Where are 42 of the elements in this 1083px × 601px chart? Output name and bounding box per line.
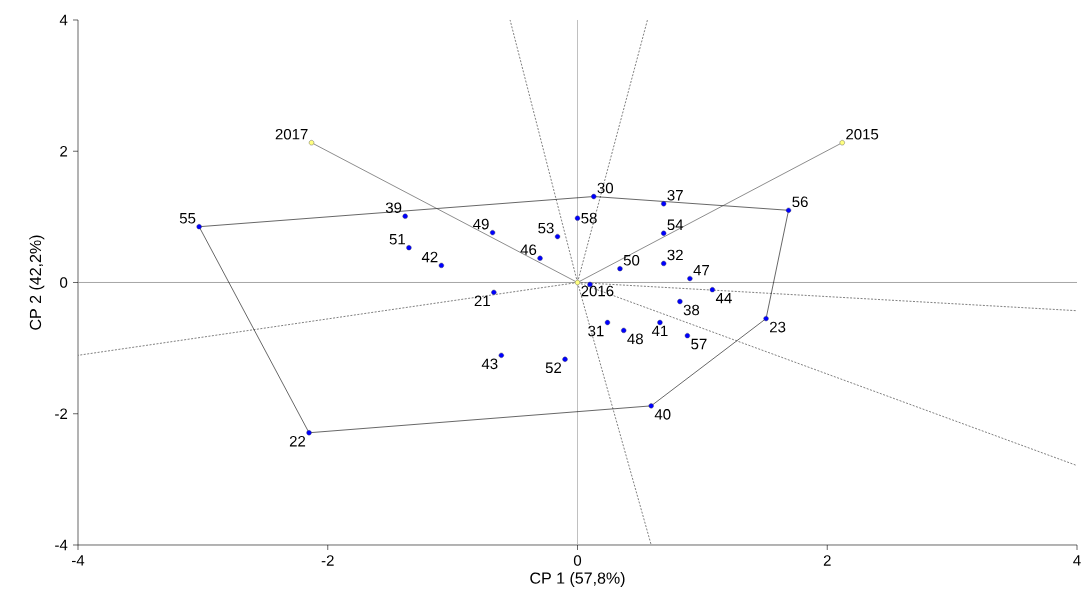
annotation: 30 — [597, 182, 614, 194]
annotation: 47 — [693, 265, 710, 276]
x-axis-title: CP 1 (57,8%) — [530, 572, 625, 587]
x-tick-label: -2 — [321, 555, 334, 566]
y-tick-label: 4 — [59, 14, 68, 26]
annotation: 23 — [770, 321, 786, 333]
annotation: 21 — [474, 295, 490, 306]
annotation: 51 — [389, 234, 405, 245]
annotation: 40 — [654, 409, 671, 420]
annotation: 43 — [481, 358, 498, 370]
x-tick-label: 4 — [1073, 555, 1081, 566]
annotation: 50 — [623, 254, 640, 266]
annotation: 41 — [651, 325, 668, 337]
annotation: 56 — [792, 196, 808, 208]
y-tick-label: 0 — [60, 277, 68, 288]
annotation: 31 — [588, 325, 604, 337]
annotation: 2017 — [275, 128, 308, 140]
y-tick-label: -4 — [55, 539, 68, 551]
annotation: 48 — [627, 333, 643, 345]
annotation: 54 — [667, 219, 684, 231]
x-tick-label: 2 — [823, 555, 831, 566]
annotation: 46 — [520, 244, 537, 255]
x-tick-label: -4 — [72, 555, 85, 566]
annotation: 2016 — [581, 285, 614, 297]
annotation: 2015 — [846, 128, 879, 140]
y-axis-title: CP 2 (42,2%) — [29, 235, 45, 330]
annotation: 44 — [715, 292, 732, 304]
annotation: 42 — [421, 251, 438, 263]
annotation: 38 — [683, 304, 700, 316]
annotation: 58 — [581, 212, 597, 224]
annotation: 53 — [538, 222, 554, 234]
annotation: 39 — [385, 202, 402, 213]
y-tick-label: -2 — [55, 408, 68, 419]
annotation: 32 — [667, 249, 683, 261]
y-tick-label: 2 — [60, 146, 68, 157]
x-tick-label: 0 — [573, 555, 582, 566]
annotation: 37 — [667, 189, 683, 201]
annotation: 49 — [473, 218, 489, 230]
annotation: 22 — [289, 435, 306, 447]
annotation: 52 — [545, 362, 562, 374]
annotation: 57 — [691, 338, 707, 350]
annotation: 55 — [179, 213, 196, 224]
